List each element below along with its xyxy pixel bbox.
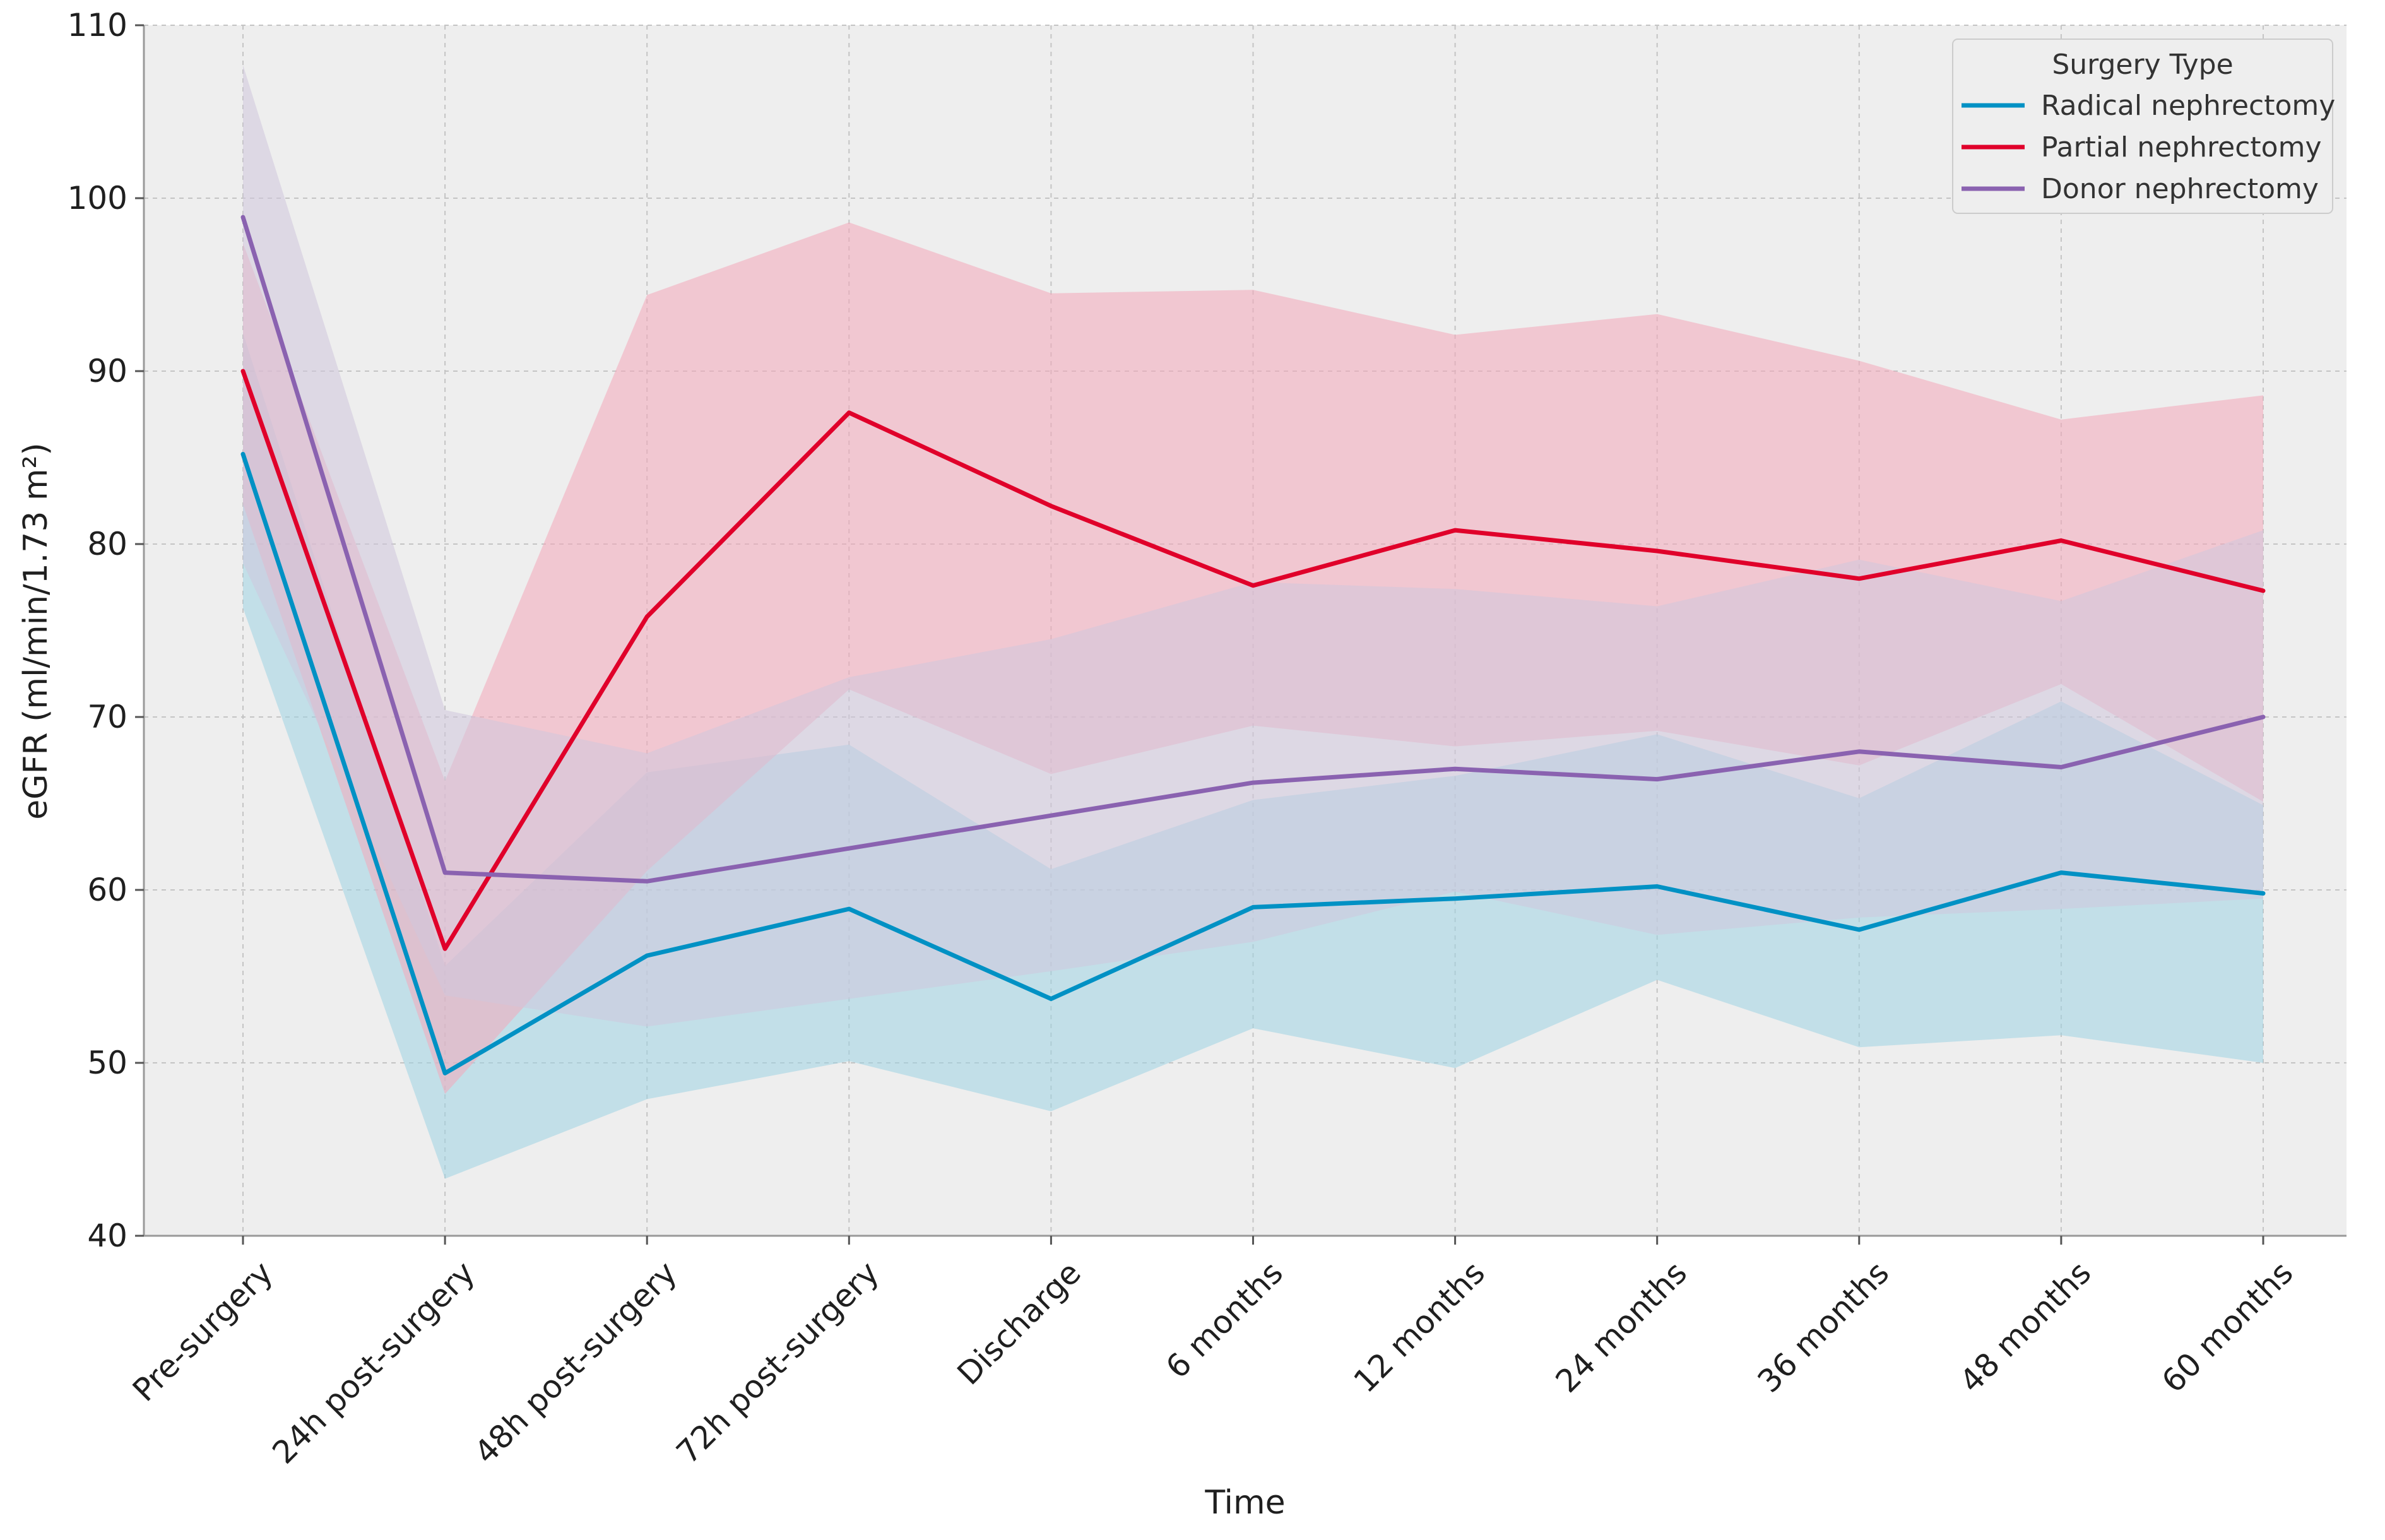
y-tick-label: 50 [87,1045,127,1081]
x-tick-label: 12 months [1347,1254,1492,1399]
legend-title: Surgery Type [2052,49,2233,81]
band-donor-nephrectomy [243,65,2263,1027]
y-tick-label: 90 [87,353,127,389]
confidence-bands [243,65,2263,1179]
y-tick-label: 60 [87,872,127,908]
x-tick-label: 60 months [2155,1254,2300,1399]
y-tick-label: 110 [68,7,127,44]
y-tick-label: 100 [68,180,127,216]
legend-label: Radical nephrectomy [2041,90,2335,122]
x-tick-label: Discharge [950,1254,1088,1392]
legend-label: Partial nephrectomy [2041,131,2322,163]
x-tick-label: 36 months [1751,1254,1896,1399]
x-axis-title: Time [1204,1484,1285,1522]
y-ticks: 40 50 60 70 80 90 100 110 [68,7,144,1254]
x-tick-label: 6 months [1159,1254,1290,1385]
axes [143,25,2347,1237]
x-tick-label: 72h post-surgery [670,1254,886,1471]
x-tick-label: Pre-surgery [126,1254,280,1408]
series-lines [240,215,2266,1075]
series-line-donor-nephrectomy [240,215,2266,884]
y-axis-title: eGFR (ml/min/1.73 m²) [17,442,55,819]
legend-label: Donor nephrectomy [2041,173,2319,205]
x-tick-label: 24h post-surgery [265,1254,482,1471]
x-tick-label: 48h post-surgery [468,1254,684,1471]
series-line-partial-nephrectomy [240,369,2266,951]
y-tick-label: 70 [87,699,127,735]
x-tick-label: 48 months [1953,1254,2098,1399]
legend-items: Radical nephrectomy Partial nephrectomy Do… [1962,90,2335,205]
legend-box [1952,38,2333,214]
legend: Surgery Type Radical nephrectomy Partial … [1952,38,2335,214]
y-tick-label: 80 [87,526,127,562]
series-line-radical-nephrectomy [240,452,2266,1075]
x-tick-label: 24 months [1549,1254,1694,1399]
y-tick-label: 40 [87,1217,127,1254]
